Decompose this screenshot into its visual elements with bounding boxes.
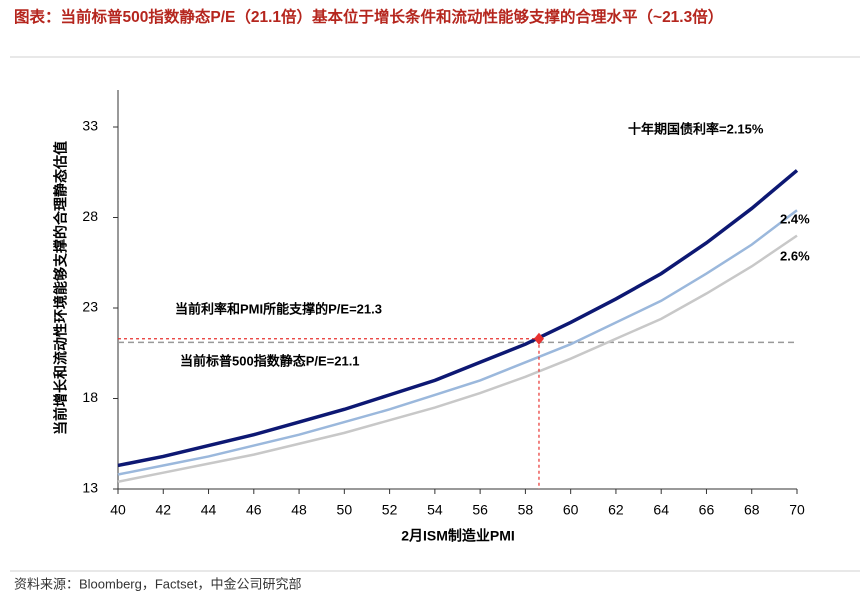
x-tick-label: 68 [744, 502, 760, 518]
x-tick-label: 66 [699, 502, 715, 518]
x-tick-label: 46 [246, 502, 262, 518]
series-line [117, 169, 799, 468]
y-axis-label: 当前增长和流动性环境能够支撑的合理静态估值 [53, 141, 69, 435]
series-label: 十年期国债利率=2.15% [628, 121, 764, 136]
series-line [117, 234, 798, 483]
reference-point [533, 332, 544, 345]
y-tick-label: 23 [82, 299, 98, 315]
series-label: 2.6% [780, 248, 810, 263]
x-tick-label: 40 [110, 502, 126, 518]
x-tick-label: 58 [518, 502, 534, 518]
x-tick-label: 48 [291, 502, 307, 518]
y-tick-label: 13 [82, 480, 98, 496]
y-tick-label: 28 [82, 208, 98, 224]
x-tick-label: 56 [472, 502, 488, 518]
annotation: 当前利率和PMI所能支撑的P/E=21.3 [175, 301, 382, 316]
x-tick-label: 54 [427, 502, 443, 518]
series-line [117, 209, 798, 476]
x-axis-label: 2月ISM制造业PMI [401, 528, 515, 544]
x-tick-label: 62 [608, 502, 624, 518]
series-label: 2.4% [780, 211, 810, 226]
x-tick-label: 42 [155, 502, 171, 518]
source: 资料来源：Bloomberg，Factset，中金公司研究部 [14, 576, 302, 591]
x-tick-label: 52 [382, 502, 398, 518]
y-tick-label: 33 [82, 118, 98, 134]
x-tick-label: 50 [337, 502, 353, 518]
x-tick-label: 70 [789, 502, 805, 518]
chart-title: 图表：当前标普500指数静态P/E（21.1倍）基本位于增长条件和流动性能够支撑… [14, 9, 724, 26]
x-tick-label: 60 [563, 502, 579, 518]
x-tick-label: 64 [653, 502, 669, 518]
y-tick-label: 18 [82, 389, 98, 405]
annotation: 当前标普500指数静态P/E=21.1 [180, 353, 360, 368]
x-tick-label: 44 [201, 502, 217, 518]
